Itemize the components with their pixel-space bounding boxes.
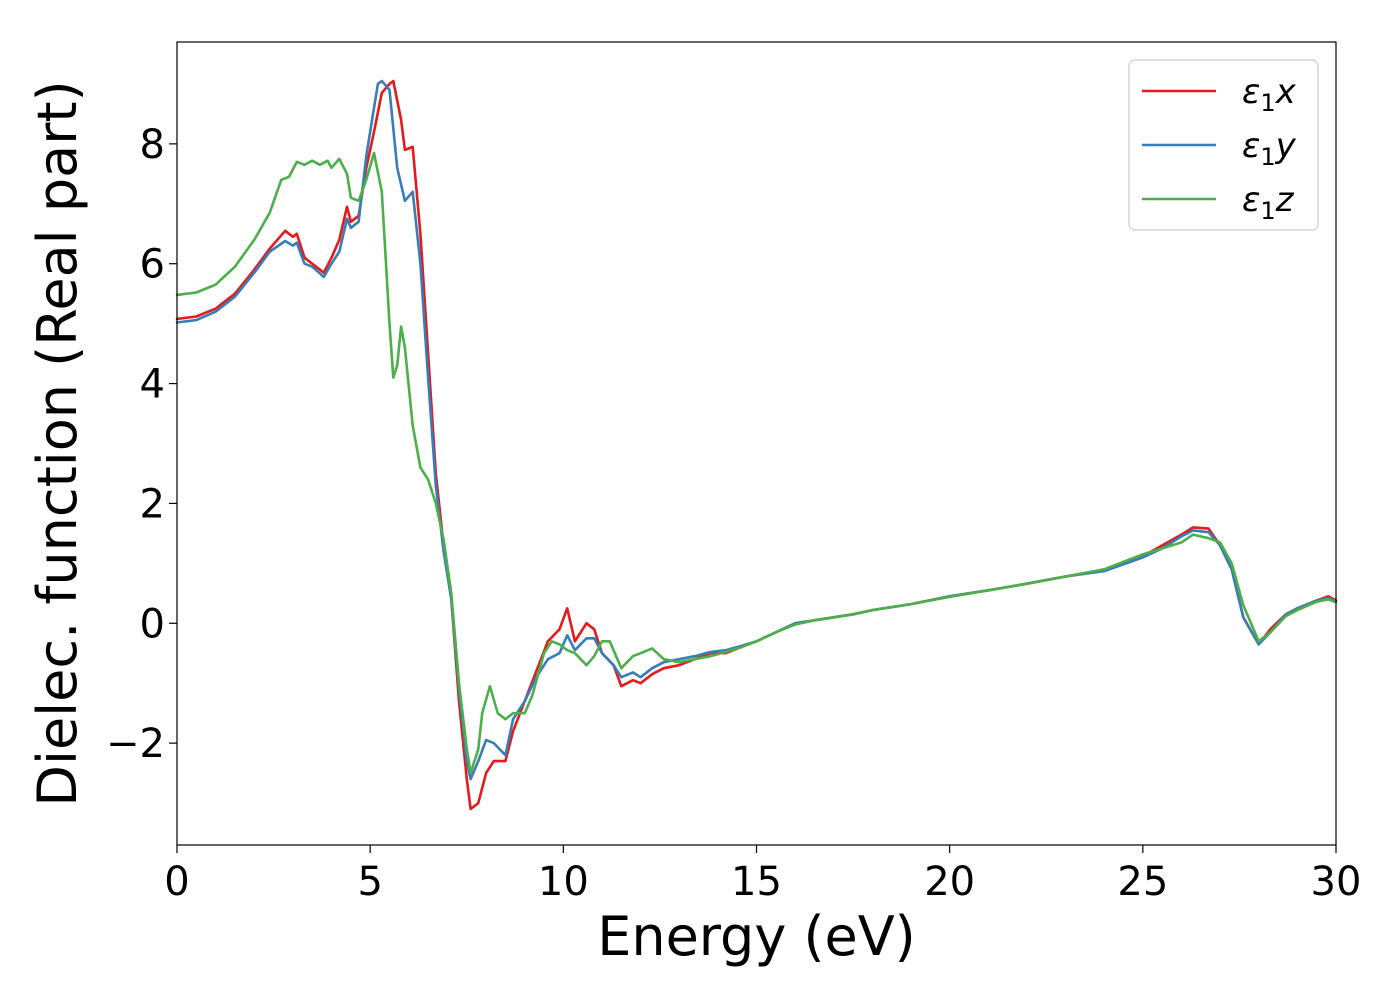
y-tick-label: 2 [140,481,165,527]
legend-label-y: ε1y [1242,126,1297,171]
legend: ε1x ε1y ε1z [1128,59,1319,231]
x-tick-label: 15 [731,859,782,905]
x-tick-label: 25 [1117,859,1168,905]
series-line-z [175,151,1338,775]
x-tick-label: 30 [1311,859,1362,905]
x-axis-title: Energy (eV) [597,905,916,968]
y-axis-ticks: −2 0 2 4 6 8 [106,122,177,767]
x-tick-label: 5 [357,859,382,905]
y-tick-label: 4 [140,362,165,408]
y-tick-label: 8 [140,122,165,168]
series-line-y [175,79,1338,781]
y-tick-label: −2 [106,721,165,767]
y-axis-title: Dielec. function (Real part) [26,80,89,806]
x-tick-label: 10 [538,859,589,905]
legend-label-x: ε1x [1242,72,1297,117]
x-tick-label: 20 [924,859,975,905]
legend-box [1128,59,1319,231]
series-layer [175,79,1338,811]
y-tick-label: 0 [140,601,165,647]
x-tick-label: 0 [164,859,189,905]
legend-label-z: ε1z [1242,180,1295,225]
y-tick-label: 6 [140,242,165,288]
x-axis-ticks: 0 5 10 15 20 25 30 [164,845,1361,905]
